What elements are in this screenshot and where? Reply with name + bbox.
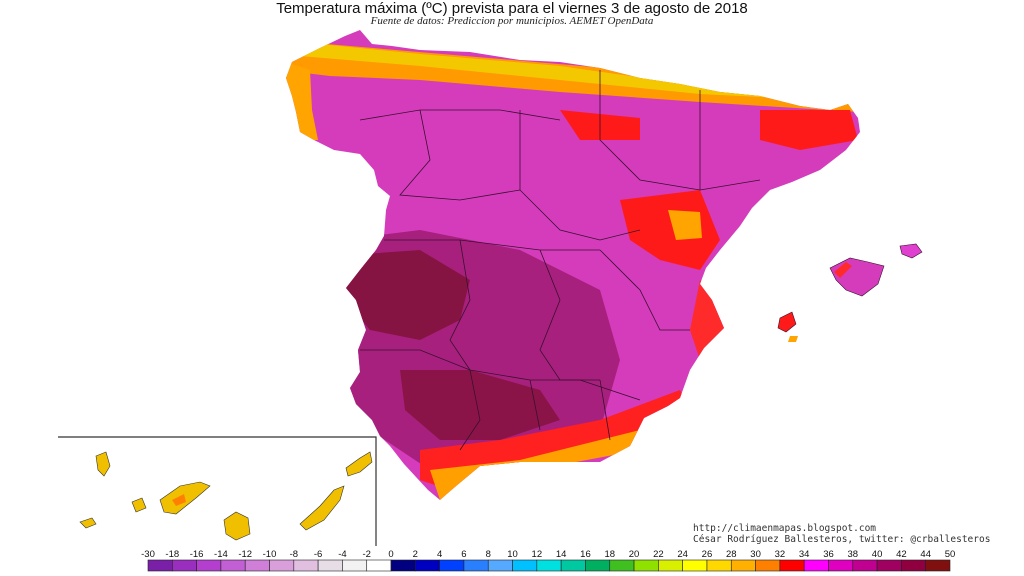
legend-swatch [706, 559, 732, 572]
legend-tick-label: 24 [677, 549, 688, 560]
legend-tick-label: 2 [413, 549, 418, 560]
legend-tick-label: -8 [290, 549, 298, 560]
legend-tick-label: 14 [556, 549, 567, 560]
legend-swatch [609, 559, 635, 572]
legend-tick-label: 38 [847, 549, 858, 560]
legend-swatch [487, 559, 513, 572]
legend-swatch [342, 559, 368, 572]
legend-swatch [269, 559, 295, 572]
legend-tick-label: -4 [338, 549, 346, 560]
canary-el-hierro [79, 517, 97, 529]
legend-swatch [244, 559, 270, 572]
legend-tick-label: 32 [775, 549, 786, 560]
legend-tick-label: -30 [141, 549, 155, 560]
region-boundaries [359, 70, 761, 451]
legend-swatch [633, 559, 659, 572]
canary-gran-canaria [223, 511, 251, 541]
menorca [899, 243, 923, 259]
legend-tick-label: 50 [945, 549, 956, 560]
legend-swatch [220, 559, 246, 572]
mallorca-coast [834, 262, 852, 278]
orange-zone-teruel [668, 210, 702, 240]
legend-tick-label: -6 [314, 549, 322, 560]
credit-author: César Rodríguez Ballesteros, twitter: @c… [693, 534, 991, 545]
legend-tick-label: 20 [629, 549, 640, 560]
legend-tick-label: 18 [604, 549, 615, 560]
legend-swatch [682, 559, 708, 572]
map-title: Temperatura máxima (ºC) prevista para el… [276, 0, 748, 17]
legend-swatch [585, 559, 611, 572]
legend-swatch [901, 559, 926, 572]
legend-swatch [828, 559, 854, 572]
legend-tick-label: 30 [750, 549, 761, 560]
credit-url: http://climaenmapas.blogspot.com [693, 523, 877, 534]
legend-swatch [730, 559, 756, 572]
legend-tick-label: -12 [238, 549, 252, 560]
legend-tick-label: 8 [486, 549, 491, 560]
legend-tick-label: 10 [507, 549, 518, 560]
legend-tick-label: -16 [190, 549, 204, 560]
canary-la-gomera [131, 497, 147, 513]
formentera [788, 336, 798, 342]
legend-tick-label: 28 [726, 549, 737, 560]
legend-swatch [439, 559, 465, 572]
legend-swatch [317, 559, 343, 572]
balearic-islands [777, 243, 923, 342]
legend-swatch [366, 559, 392, 572]
legend-swatch [463, 559, 489, 572]
legend-tick-label: 12 [532, 549, 543, 560]
legend-swatch [293, 559, 319, 572]
legend-swatch [560, 559, 586, 572]
color-legend: -30 -18 -16 -14 -12 -10 -8 -6 -4 -2 0 2 4 6 8 10 12 14 16 1… [141, 549, 956, 572]
canary-la-palma [95, 451, 111, 477]
map-subtitle: Fuente de datos: Prediccion por municipi… [370, 15, 654, 27]
galicia-coast-warm [286, 60, 318, 140]
red-zone-catalonia [760, 110, 858, 150]
legend-swatch [512, 559, 538, 572]
legend-swatch [779, 559, 805, 572]
legend-tick-label: 4 [437, 549, 442, 560]
peninsula [286, 30, 860, 500]
legend-swatch [658, 559, 683, 572]
legend-swatch [536, 559, 562, 572]
legend-swatch [147, 559, 173, 572]
canary-tenerife-peak [172, 494, 186, 506]
legend-tick-label: 34 [799, 549, 810, 560]
legend-tick-label: 42 [896, 549, 907, 560]
legend-swatch [172, 559, 197, 572]
legend-tick-label: -10 [263, 549, 277, 560]
legend-tick-label: -2 [363, 549, 371, 560]
legend-swatch [852, 559, 878, 572]
legend-swatch [876, 559, 902, 572]
legend-swatch [390, 559, 416, 572]
mallorca [829, 257, 885, 297]
canary-fuerteventura [299, 485, 345, 531]
north-coast-yellow [286, 40, 860, 102]
legend-swatch [415, 559, 440, 572]
legend-swatch [196, 559, 222, 572]
ibiza [777, 311, 797, 333]
legend-tick-label: 6 [461, 549, 466, 560]
inset-frame [58, 436, 377, 546]
extreme-zone-guadalquivir [400, 370, 560, 440]
legend-swatch [803, 559, 829, 572]
legend-tick-label: 44 [920, 549, 931, 560]
legend-tick-label: 26 [702, 549, 713, 560]
legend-swatch [925, 559, 951, 572]
canary-lanzarote [345, 451, 373, 477]
legend-swatch [755, 559, 781, 572]
extreme-zone-guadiana [345, 250, 470, 340]
legend-tick-label: 40 [872, 549, 883, 560]
canary-inset [58, 436, 377, 546]
legend-tick-label: -14 [214, 549, 228, 560]
legend-tick-label: 36 [823, 549, 834, 560]
temperature-map [58, 30, 923, 546]
legend-tick-label: 22 [653, 549, 664, 560]
legend-tick-label: 16 [580, 549, 591, 560]
legend-tick-label: 0 [388, 549, 393, 560]
red-zone-east [620, 190, 720, 270]
legend-tick-label: -18 [165, 549, 179, 560]
